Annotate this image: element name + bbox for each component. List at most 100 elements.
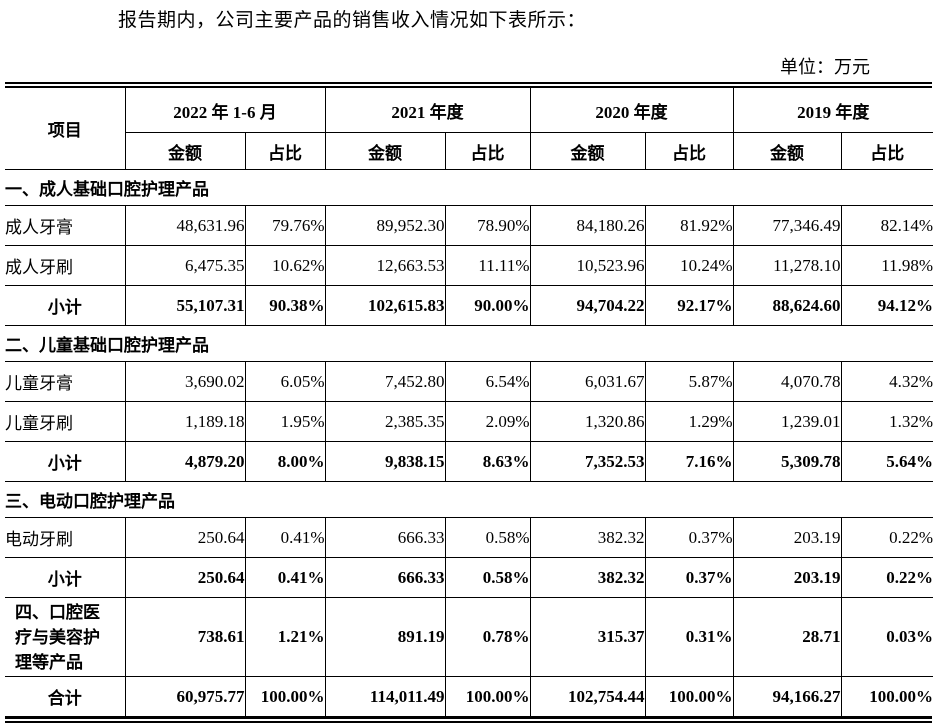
ratio-value: 81.92%	[644, 205, 734, 246]
unit-label: 单位：万元	[780, 57, 870, 77]
amount-value: 666.33	[324, 557, 446, 598]
amount-value: 60,975.77	[124, 676, 246, 716]
header-row-measures: 金额 占比 金额 占比 金额 占比 金额 占比	[5, 132, 934, 170]
section-label: 二、儿童基础口腔护理产品	[5, 325, 934, 362]
amount-value: 1,189.18	[124, 401, 246, 442]
section-row: 三、电动口腔护理产品	[5, 481, 934, 518]
amount-value: 28.71	[732, 597, 842, 677]
ratio-value: 8.63%	[444, 441, 531, 482]
ratio-value: 0.58%	[444, 517, 531, 558]
section-label: 一、成人基础口腔护理产品	[5, 169, 934, 206]
row-label: 成人牙刷	[5, 245, 126, 286]
table-top-rule	[5, 82, 932, 88]
amount-value: 55,107.31	[124, 285, 246, 326]
table-row: 成人牙刷 6,475.35 10.62% 12,663.53 11.11% 10,523.…	[5, 245, 934, 286]
column-header-amount: 金额	[732, 132, 842, 170]
ratio-value: 1.29%	[644, 401, 734, 442]
ratio-value: 0.41%	[244, 517, 326, 558]
ratio-value: 0.37%	[644, 557, 734, 598]
ratio-value: 100.00%	[840, 676, 934, 716]
ratio-value: 1.32%	[840, 401, 934, 442]
amount-value: 7,352.53	[529, 441, 646, 482]
ratio-value: 78.90%	[444, 205, 531, 246]
column-header-item: 项目	[5, 88, 126, 170]
amount-value: 1,239.01	[732, 401, 842, 442]
ratio-value: 4.32%	[840, 361, 934, 402]
ratio-value: 8.00%	[244, 441, 326, 482]
amount-value: 382.32	[529, 557, 646, 598]
column-header-ratio: 占比	[644, 132, 734, 170]
section-row: 二、儿童基础口腔护理产品	[5, 325, 934, 362]
ratio-value: 100.00%	[444, 676, 531, 716]
ratio-value: 10.62%	[244, 245, 326, 286]
ratio-value: 11.11%	[444, 245, 531, 286]
table-row: 四、口腔医疗与美容护理等产品 738.61 1.21% 891.19 0.78% 315.…	[5, 597, 934, 677]
ratio-value: 0.41%	[244, 557, 326, 598]
ratio-value: 10.24%	[644, 245, 734, 286]
ratio-value: 0.58%	[444, 557, 531, 598]
row-label: 四、口腔医疗与美容护理等产品	[5, 597, 126, 677]
table-row: 儿童牙刷 1,189.18 1.95% 2,385.35 2.09% 1,320.86 1.…	[5, 401, 934, 442]
amount-value: 89,952.30	[324, 205, 446, 246]
ratio-value: 100.00%	[244, 676, 326, 716]
ratio-value: 2.09%	[444, 401, 531, 442]
column-header-amount: 金额	[324, 132, 446, 170]
amount-value: 94,166.27	[732, 676, 842, 716]
ratio-value: 0.78%	[444, 597, 531, 677]
ratio-value: 11.98%	[840, 245, 934, 286]
ratio-value: 5.64%	[840, 441, 934, 482]
row-label: 电动牙刷	[5, 517, 126, 558]
amount-value: 11,278.10	[732, 245, 842, 286]
row-label: 小计	[5, 441, 126, 482]
amount-value: 94,704.22	[529, 285, 646, 326]
row-label: 合计	[5, 676, 126, 716]
sales-revenue-table: 项目 2022 年 1-6 月 2021 年度 2020 年度 2019 年度 …	[5, 88, 934, 716]
header-row-periods: 项目 2022 年 1-6 月 2021 年度 2020 年度 2019 年度	[5, 88, 934, 170]
column-header-ratio: 占比	[840, 132, 934, 170]
amount-value: 9,838.15	[324, 441, 446, 482]
column-header-period-2022: 2022 年 1-6 月	[124, 88, 326, 133]
ratio-value: 100.00%	[644, 676, 734, 716]
table-row: 小计 250.64 0.41% 666.33 0.58% 382.32 0.37% 203.1…	[5, 557, 934, 598]
ratio-value: 0.03%	[840, 597, 934, 677]
ratio-value: 0.22%	[840, 557, 934, 598]
ratio-value: 1.21%	[244, 597, 326, 677]
amount-value: 250.64	[124, 557, 246, 598]
amount-value: 203.19	[732, 517, 842, 558]
ratio-value: 6.54%	[444, 361, 531, 402]
ratio-value: 79.76%	[244, 205, 326, 246]
column-header-period-2019: 2019 年度	[732, 88, 934, 133]
ratio-value: 0.31%	[644, 597, 734, 677]
column-header-ratio: 占比	[244, 132, 326, 170]
amount-value: 2,385.35	[324, 401, 446, 442]
amount-value: 102,754.44	[529, 676, 646, 716]
row-label: 小计	[5, 285, 126, 326]
intro-paragraph: 报告期内，公司主要产品的销售收入情况如下表所示：	[118, 10, 587, 31]
ratio-value: 0.22%	[840, 517, 934, 558]
amount-value: 5,309.78	[732, 441, 842, 482]
amount-value: 48,631.96	[124, 205, 246, 246]
ratio-value: 1.95%	[244, 401, 326, 442]
ratio-value: 6.05%	[244, 361, 326, 402]
table-body: 一、成人基础口腔护理产品 成人牙膏 48,631.96 79.76% 89,952.30…	[5, 169, 934, 716]
ratio-value: 0.37%	[644, 517, 734, 558]
amount-value: 666.33	[324, 517, 446, 558]
amount-value: 4,070.78	[732, 361, 842, 402]
column-header-amount: 金额	[125, 132, 246, 170]
table-row: 儿童牙膏 3,690.02 6.05% 7,452.80 6.54% 6,031.67 5.…	[5, 361, 934, 402]
ratio-value: 7.16%	[644, 441, 734, 482]
column-header-period-2020: 2020 年度	[529, 88, 734, 133]
table-bottom-rule	[5, 716, 932, 723]
amount-value: 891.19	[324, 597, 446, 677]
column-header-period-2021: 2021 年度	[324, 88, 531, 133]
ratio-value: 90.00%	[444, 285, 531, 326]
ratio-value: 90.38%	[244, 285, 326, 326]
row-label: 成人牙膏	[5, 205, 126, 246]
ratio-value: 94.12%	[840, 285, 934, 326]
column-header-amount: 金额	[529, 132, 646, 170]
table-row: 合计 60,975.77 100.00% 114,011.49 100.00% 102,7…	[5, 676, 934, 716]
table-row: 小计 4,879.20 8.00% 9,838.15 8.63% 7,352.53 7.16…	[5, 441, 934, 482]
amount-value: 738.61	[124, 597, 246, 677]
ratio-value: 82.14%	[840, 205, 934, 246]
column-header-ratio: 占比	[444, 132, 531, 170]
